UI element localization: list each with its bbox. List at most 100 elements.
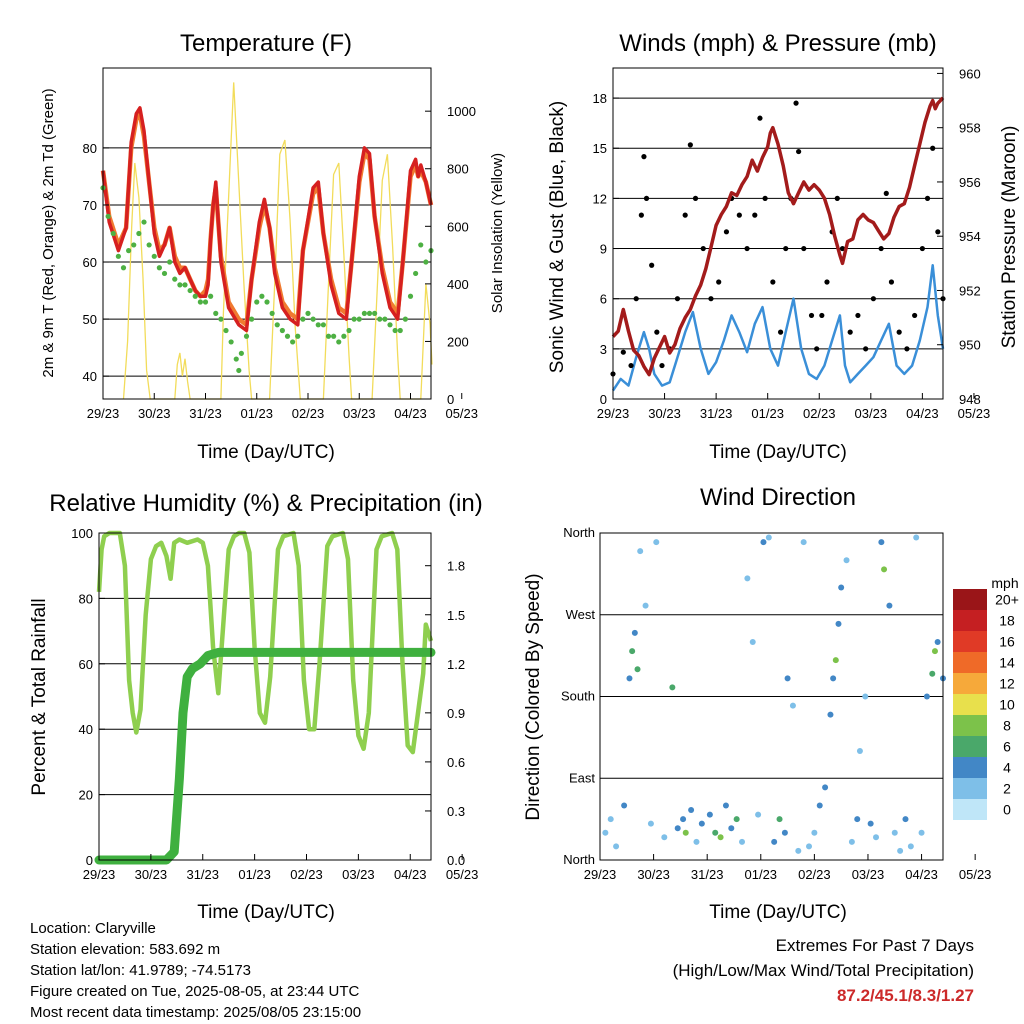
direction-point [881, 566, 888, 573]
location-text: Location: Claryville [30, 920, 156, 937]
y-tick-label: 60 [83, 255, 97, 270]
extremes-values: 87.2/45.1/8.3/1.27 [836, 986, 974, 1005]
direction-point [832, 657, 839, 664]
y-tick-label: West [566, 607, 596, 622]
dewpoint-point [172, 276, 178, 282]
dewpoint-point [233, 356, 239, 362]
direction-point [902, 816, 909, 823]
direction-title: Wind Direction [700, 484, 856, 511]
dewpoint-point [290, 339, 296, 345]
station-info: Location: Claryville Station elevation: … [30, 918, 361, 1023]
direction-point [693, 838, 700, 845]
y-tick-label: 20 [79, 788, 93, 803]
x-tick-label: 29/23 [584, 867, 617, 882]
gust-point [883, 190, 889, 196]
gust-point [796, 148, 802, 155]
y-tick-label: 6 [600, 292, 607, 307]
x-tick-label: 05/23 [958, 406, 991, 421]
y-right-tick-label: 1000 [447, 104, 476, 119]
direction-point [631, 629, 638, 636]
x-tick-label: 01/23 [240, 406, 273, 421]
temperature-ylabel: 2m & 9m T (Red, Orange) & 2m Td (Green) [40, 88, 57, 377]
elevation-text: Station elevation: 583.692 m [30, 941, 221, 958]
direction-point [755, 811, 762, 818]
direction-point [629, 648, 636, 655]
dewpoint-point [208, 293, 214, 299]
dewpoint-point [356, 316, 362, 322]
gust-point [863, 346, 869, 352]
direction-point [661, 834, 668, 841]
direction-point [816, 802, 823, 809]
gust-point [659, 362, 665, 369]
gust-point [736, 212, 742, 218]
direction-point [886, 602, 893, 609]
direction-frame [599, 532, 944, 861]
direction-point [607, 816, 614, 823]
direction-point [682, 829, 689, 836]
humidity-frame [98, 532, 432, 861]
gust-point [723, 229, 730, 235]
x-tick-label: 30/23 [138, 406, 171, 421]
direction-point [907, 843, 914, 850]
direction-point [891, 829, 898, 836]
legend-title: mph [991, 575, 1018, 591]
gust-point [700, 245, 706, 252]
y-right-tick-label: 960 [959, 66, 981, 81]
dewpoint-point [192, 293, 198, 299]
dewpoint-point [249, 316, 255, 322]
gust-point [814, 346, 820, 352]
x-tick-label: 02/23 [798, 867, 831, 882]
dewpoint-point [320, 322, 326, 328]
direction-point [848, 838, 855, 845]
legend-swatch [953, 652, 987, 673]
direction-point [634, 666, 641, 673]
y-right-tick-label: 1.8 [447, 559, 465, 574]
dewpoint-point [264, 299, 270, 305]
temperature-title: Temperature (F) [180, 30, 352, 57]
y-right-tick-label: 0.9 [447, 706, 465, 721]
direction-point [923, 693, 930, 700]
x-tick-label: 03/23 [852, 867, 885, 882]
dewpoint-point [161, 270, 168, 277]
dewpoint-point [156, 265, 162, 271]
dewpoint-point [336, 339, 342, 345]
direction-point [878, 539, 885, 546]
dewpoint-point [295, 333, 301, 339]
direction-point [733, 816, 740, 823]
dewpoint-point [115, 253, 121, 259]
legend-label: 12 [999, 676, 1015, 692]
x-tick-label: 04/23 [905, 867, 938, 882]
gust-point [777, 329, 784, 335]
y-tick-label: 12 [593, 191, 607, 206]
y-tick-label: 70 [83, 198, 97, 213]
direction-ylabel: Direction (Colored By Speed) [523, 573, 544, 820]
temperature-ylabel-right: Solar Insolation (Yellow) [489, 153, 506, 313]
direction-point [760, 539, 767, 546]
x-tick-label: 29/23 [597, 406, 630, 421]
x-tick-label: 30/23 [637, 867, 670, 882]
gust-point [919, 245, 925, 252]
gust-point [620, 349, 626, 355]
gust-point [638, 212, 644, 218]
gust-point [682, 212, 688, 218]
gust-point [930, 145, 936, 151]
direction-point [717, 834, 724, 841]
direction-point [728, 825, 735, 832]
winds-title: Winds (mph) & Pressure (mb) [619, 30, 936, 57]
gust-point [801, 245, 807, 252]
dewpoint-point [284, 333, 291, 339]
dewpoint-point [423, 259, 429, 265]
y-right-tick-label: 948 [959, 392, 981, 407]
x-tick-label: 29/23 [87, 406, 120, 421]
dewpoint-point [228, 339, 234, 345]
direction-point [749, 639, 756, 645]
sonic-wind-series [611, 264, 945, 392]
dewpoint-point [387, 322, 393, 328]
dewpoint-point [131, 242, 137, 248]
x-tick-label: 04/23 [906, 406, 939, 421]
created-text: Figure created on Tue, 2025-08-05, at 23… [30, 983, 360, 1000]
gust-point [839, 245, 846, 252]
gust-point [708, 296, 714, 302]
y-tick-label: East [569, 770, 595, 785]
dewpoint-point [177, 282, 183, 288]
